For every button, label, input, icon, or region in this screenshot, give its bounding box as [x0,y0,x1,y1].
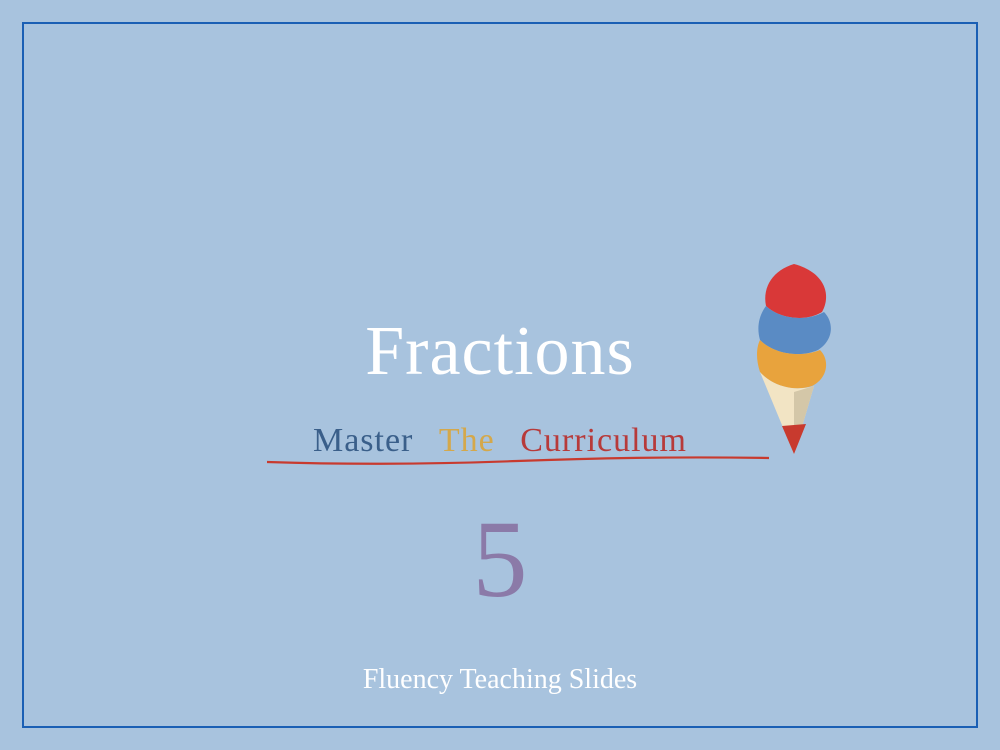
slide-number: 5 [24,496,976,623]
tagline-word-1: Master [313,422,413,460]
tagline-word-2: The [439,422,495,460]
slide-inner-frame: Fractions Master The Curriculum 5 Fluenc… [22,22,978,728]
slide-outer: Fractions Master The Curriculum 5 Fluenc… [0,0,1000,750]
slide-title: Fractions [24,312,976,392]
tagline-word-3: Curriculum [520,422,687,460]
slide-tagline: Master The Curriculum [24,422,976,460]
slide-subtitle: Fluency Teaching Slides [24,664,976,696]
